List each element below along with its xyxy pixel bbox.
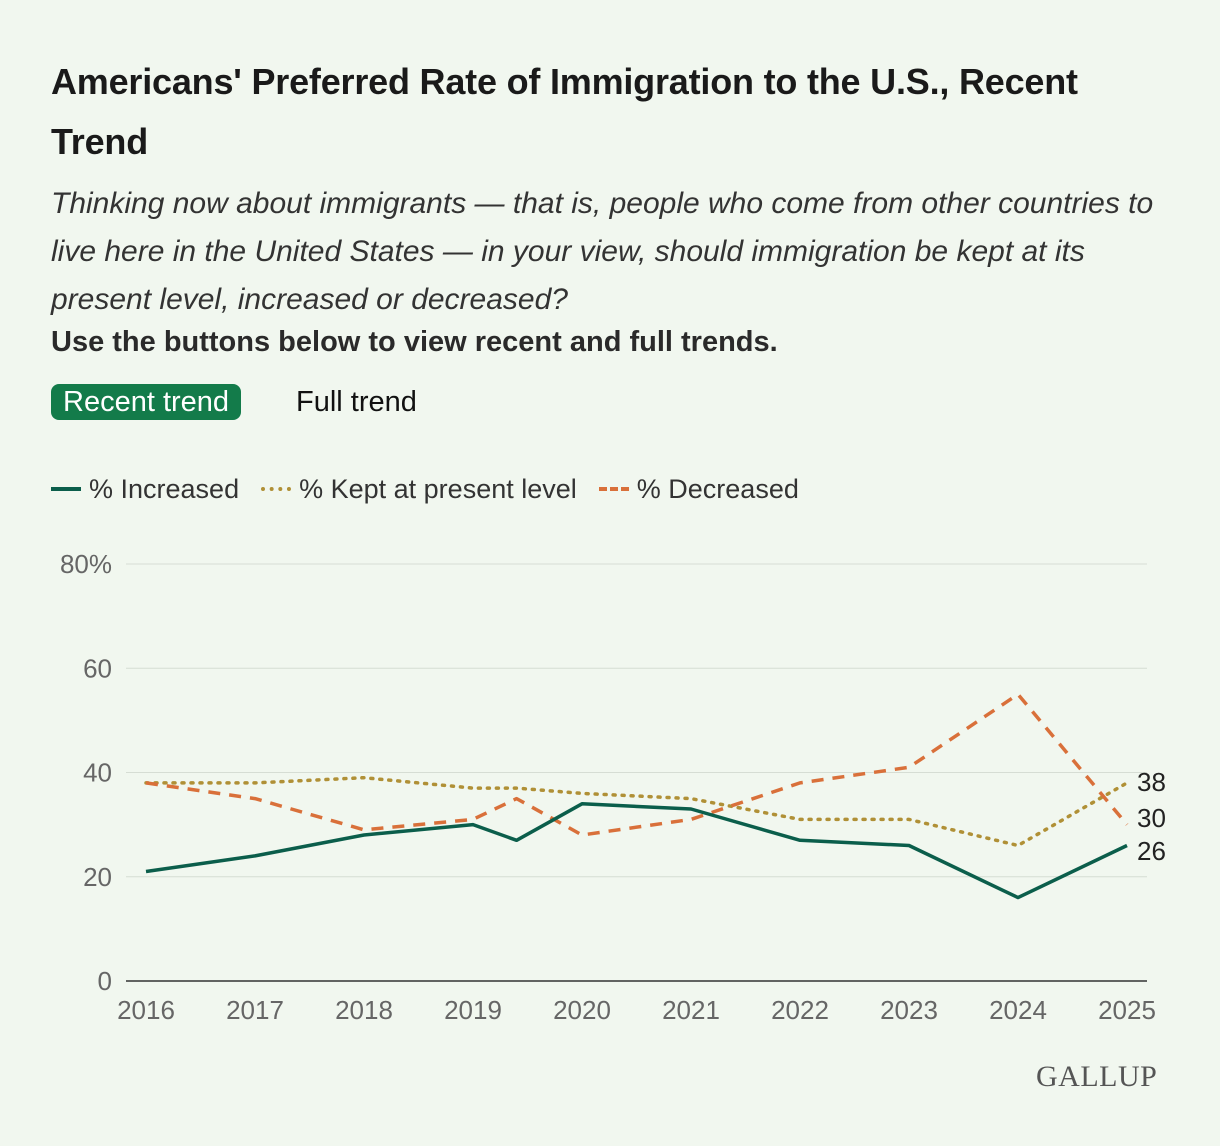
y-tick-label: 60	[83, 653, 112, 683]
x-tick-label: 2023	[880, 995, 938, 1025]
x-tick-label: 2019	[444, 995, 502, 1025]
x-tick-label: 2017	[226, 995, 284, 1025]
series-line-increased	[146, 804, 1127, 898]
end-label-kept: 38	[1137, 767, 1166, 797]
x-tick-label: 2024	[989, 995, 1047, 1025]
x-tick-label: 2016	[117, 995, 175, 1025]
x-tick-label: 2020	[553, 995, 611, 1025]
gallup-logo: GALLUP	[1036, 1060, 1157, 1094]
line-chart: 0 20 40 60 80% 2016 2017 2018 2019 2020 2021 2022 20…	[0, 0, 1220, 1146]
series-line-decreased	[146, 694, 1127, 835]
x-tick-label: 2021	[662, 995, 720, 1025]
y-tick-label: 0	[98, 966, 112, 996]
end-label-decreased: 30	[1137, 803, 1166, 833]
x-tick-label: 2025	[1098, 995, 1156, 1025]
series-line-kept	[146, 778, 1127, 846]
y-tick-label: 40	[83, 758, 112, 788]
x-tick-label: 2018	[335, 995, 393, 1025]
y-tick-label: 20	[83, 862, 112, 892]
y-tick-label: 80%	[60, 549, 112, 579]
end-label-increased: 26	[1137, 836, 1166, 866]
x-tick-label: 2022	[771, 995, 829, 1025]
